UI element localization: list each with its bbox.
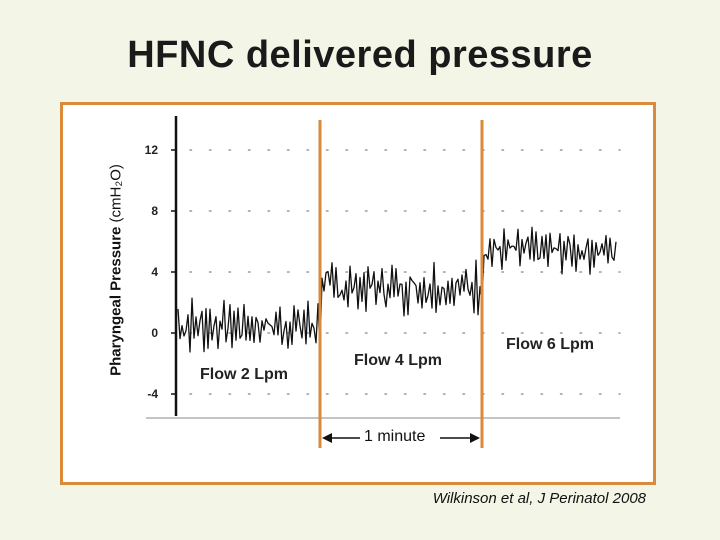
figure-panel: [60, 102, 656, 485]
citation: Wilkinson et al, J Perinatol 2008: [432, 490, 646, 507]
y-tick-label-1: 8: [151, 204, 158, 218]
time-span-arrowhead-right: [470, 433, 480, 443]
y-tick-label-3: 0: [151, 326, 158, 340]
flow-2-label: Flow 2 Lpm: [200, 366, 288, 383]
y-tick-label-2: 4: [151, 265, 158, 279]
slide-title: HFNC delivered pressure: [127, 34, 593, 76]
flow-4-label: Flow 4 Lpm: [354, 352, 442, 369]
pressure-trace: [177, 226, 617, 353]
y-tick-label-4: -4: [147, 387, 158, 401]
y-tick-label-0: 12: [145, 143, 159, 157]
time-span-arrowhead-left: [322, 433, 332, 443]
time-span-label: 1 minute: [364, 428, 426, 445]
flow-6-label: Flow 6 Lpm: [506, 336, 594, 353]
